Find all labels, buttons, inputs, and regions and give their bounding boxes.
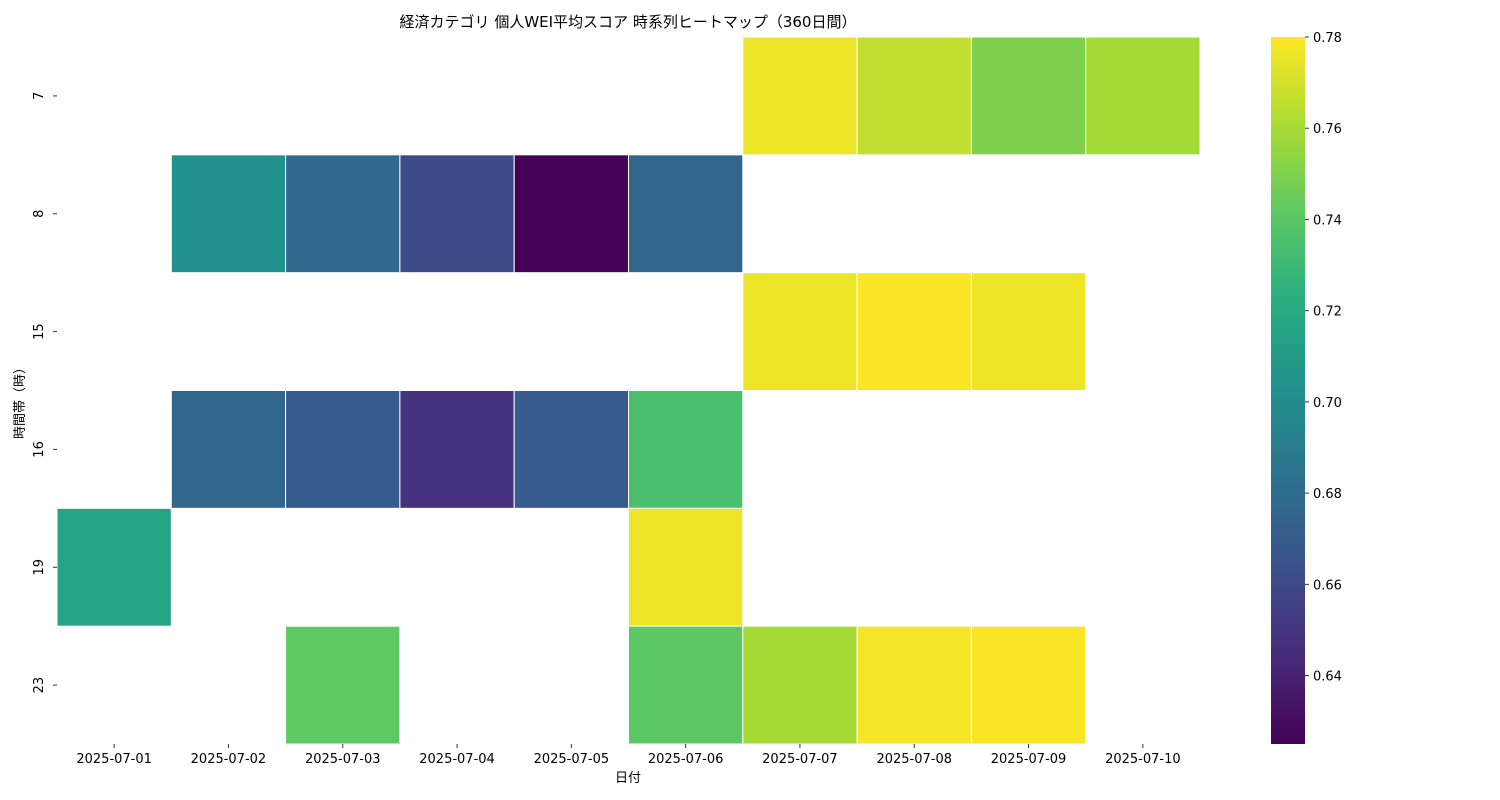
heatmap-cell [1085,36,1201,156]
colorbar-tick-label: 0.64 [1313,670,1342,685]
y-tick-label: 8 [32,210,47,218]
heatmap-cells [56,36,1201,745]
heatmap-cell [399,390,515,509]
heatmap-cell [170,390,287,509]
colorbar-ticks: 0.64 0.66 0.68 0.70 0.72 0.74 0.76 0.78 [1305,31,1342,685]
x-axis-ticks: 2025-07-01 2025-07-02 2025-07-03 2025-07-04… [76,744,1181,767]
heatmap-cell [856,36,972,156]
y-axis-label: 時間帯（時） [13,361,28,439]
x-tick-label: 2025-07-10 [1105,752,1181,767]
colorbar-tick-label: 0.76 [1313,122,1342,137]
heatmap-cell [856,625,972,745]
heatmap-cell [56,507,172,627]
x-tick-label: 2025-07-05 [534,752,610,767]
heatmap-cell [970,36,1087,156]
colorbar-tick-label: 0.68 [1313,487,1342,502]
heatmap-cell [628,507,744,627]
colorbar [1271,37,1305,744]
y-tick-label: 7 [32,92,47,100]
heatmap-cell [513,390,630,509]
x-tick-label: 2025-07-09 [991,752,1067,767]
colorbar-tick-label: 0.74 [1313,213,1342,228]
heatmap-cell [399,154,515,274]
y-tick-label: 16 [32,441,47,458]
x-tick-label: 2025-07-02 [191,752,267,767]
heatmap-cell [742,625,858,745]
chart-title: 経済カテゴリ 個人WEI平均スコア 時系列ヒートマップ（360日間） [400,13,857,31]
heatmap-cell [628,390,744,509]
heatmap-cell [970,625,1087,745]
heatmap-cell [285,154,401,274]
y-tick-label: 19 [32,559,47,576]
x-tick-label: 2025-07-07 [762,752,838,767]
x-tick-label: 2025-07-03 [305,752,381,767]
colorbar-tick-label: 0.66 [1313,578,1342,593]
x-tick-label: 2025-07-01 [76,752,152,767]
heatmap-cell [856,272,972,391]
x-axis-label: 日付 [615,771,641,786]
y-tick-label: 23 [32,677,47,694]
colorbar-tick-label: 0.78 [1313,31,1342,46]
heatmap-cell [285,625,401,745]
heatmap-cell [628,625,744,745]
heatmap-cell [742,272,858,391]
colorbar-tick-label: 0.70 [1313,396,1342,411]
heatmap-cell [970,272,1087,391]
heatmap-cell [513,154,630,274]
x-tick-label: 2025-07-04 [419,752,495,767]
y-tick-label: 15 [32,323,47,340]
x-tick-label: 2025-07-08 [876,752,952,767]
x-tick-label: 2025-07-06 [648,752,724,767]
colorbar-tick-label: 0.72 [1313,305,1342,320]
y-axis-ticks: 7 8 15 16 19 23 [32,92,57,694]
heatmap-cell [170,154,287,274]
heatmap-cell [285,390,401,509]
heatmap-cell [742,36,858,156]
heatmap-cell [628,154,744,274]
